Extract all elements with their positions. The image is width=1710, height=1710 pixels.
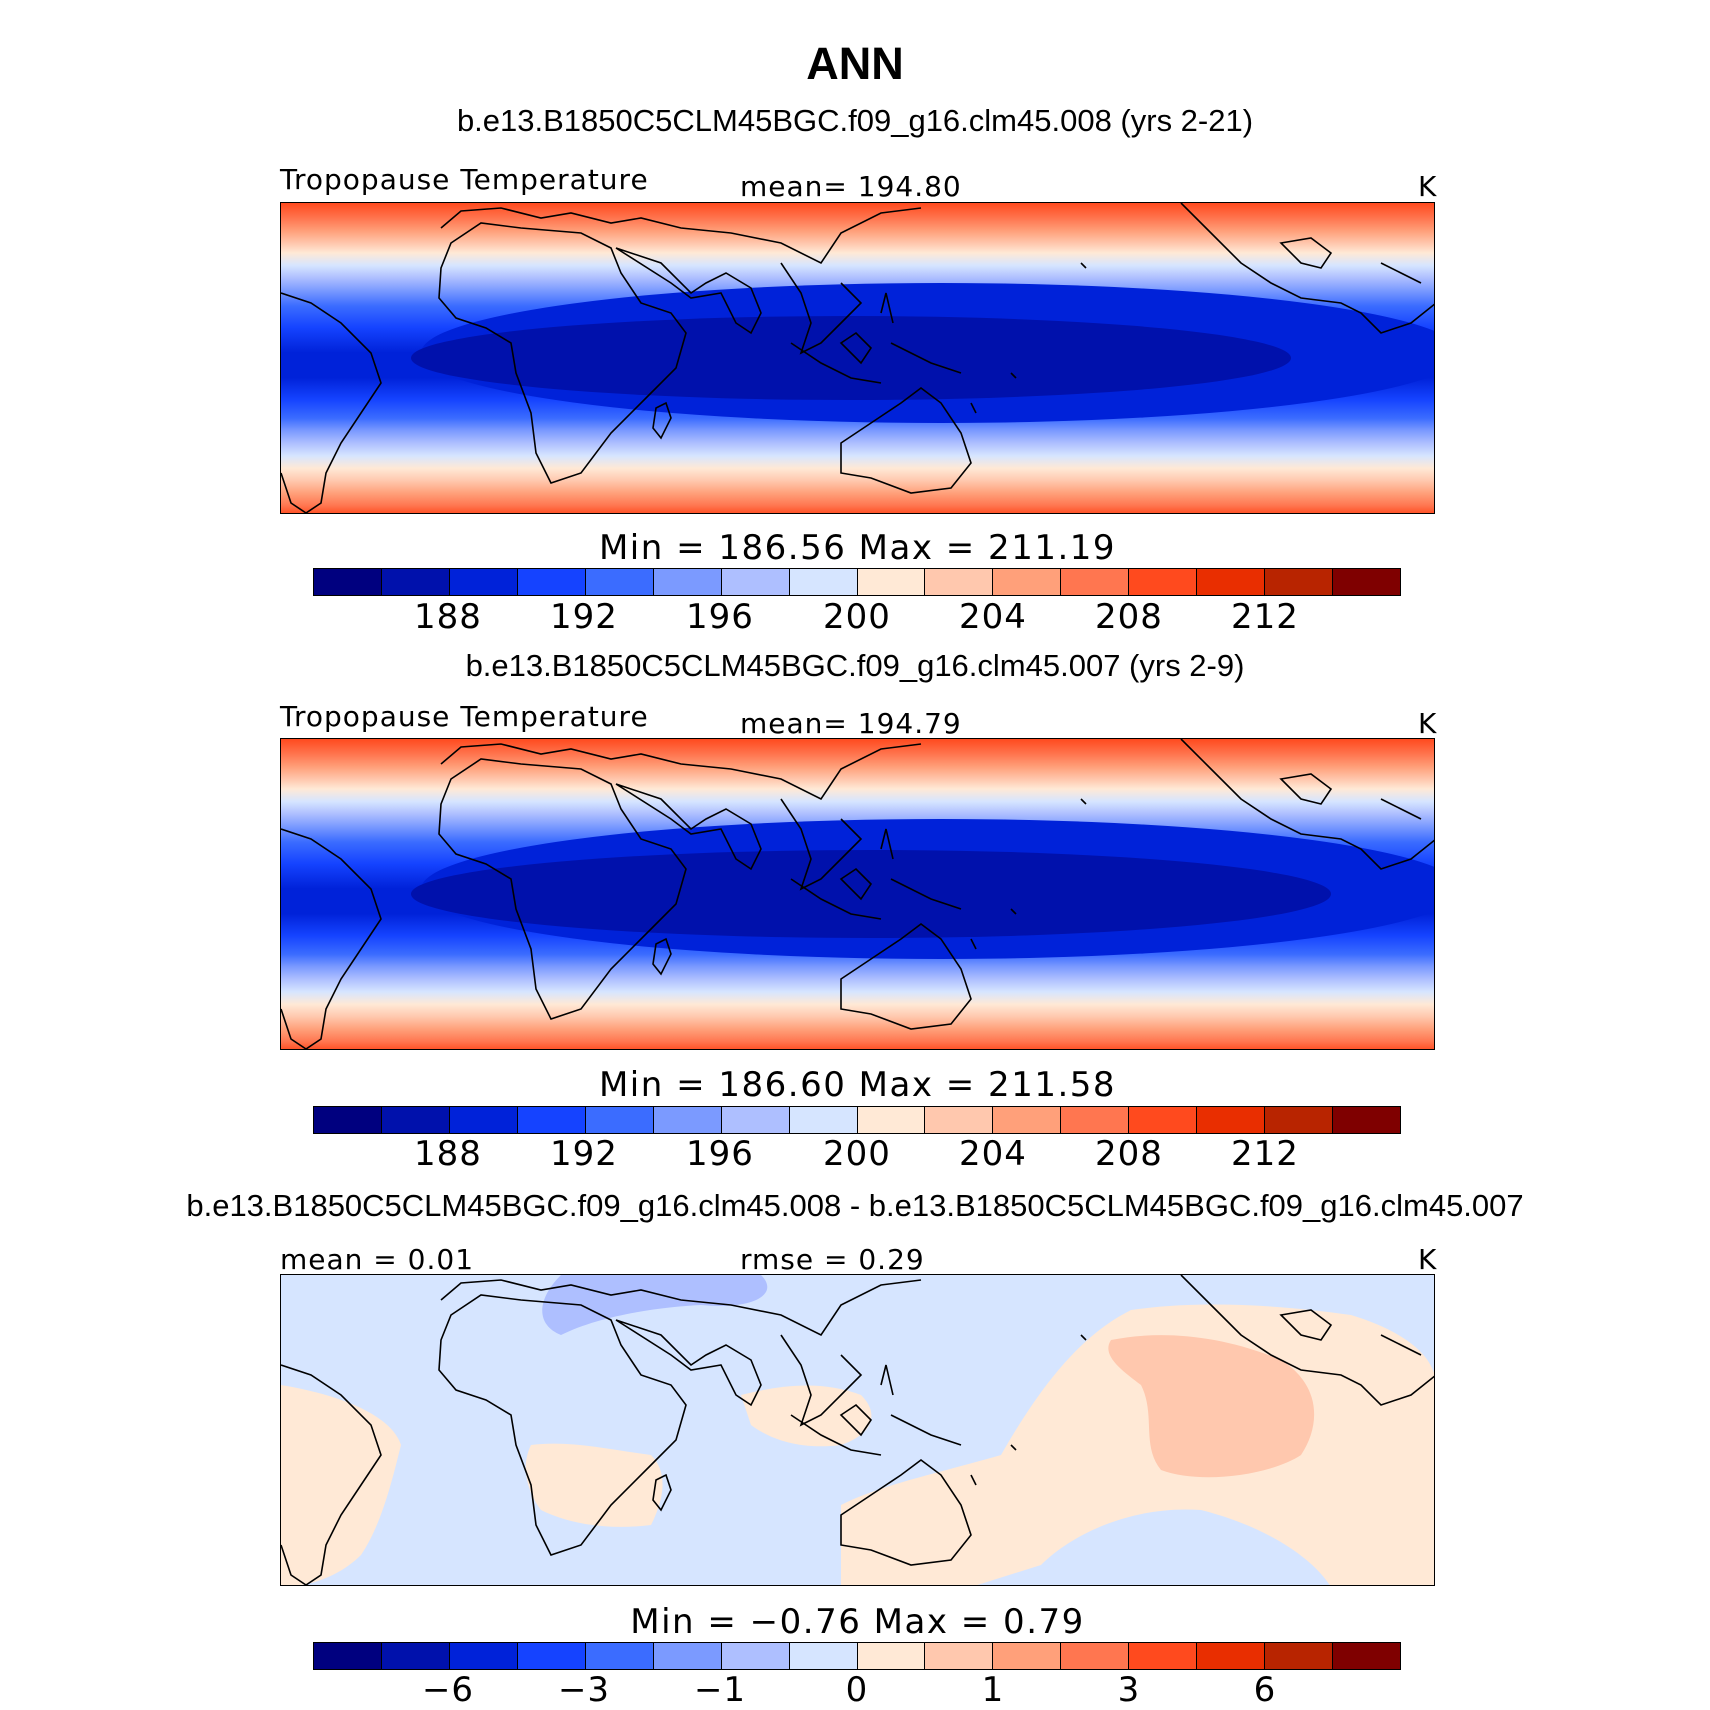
panel-3-min-max: Min = −0.76 Max = 0.79 bbox=[630, 1602, 1085, 1642]
panel-1-map bbox=[280, 202, 1435, 514]
panel-1-tick: 208 bbox=[1095, 597, 1163, 637]
panel-1-units: K bbox=[1418, 170, 1438, 203]
panel-2-variable-label: Tropopause Temperature bbox=[280, 700, 649, 733]
panel-1-min-max: Min = 186.56 Max = 211.19 bbox=[598, 528, 1117, 568]
colorbar-swatch bbox=[449, 569, 518, 595]
panel-3-tick: 6 bbox=[1253, 1670, 1277, 1710]
panel-1-mean-label: mean= 194.80 bbox=[740, 170, 962, 203]
panel-2-colorbar bbox=[313, 1106, 1401, 1134]
colorbar-swatch bbox=[1197, 569, 1266, 595]
colorbar-swatch bbox=[1129, 569, 1198, 595]
colorbar-swatch bbox=[993, 569, 1062, 595]
panel-2-tick: 192 bbox=[550, 1134, 618, 1174]
colorbar-swatch bbox=[449, 1107, 518, 1133]
colorbar-swatch bbox=[789, 1107, 858, 1133]
colorbar-swatch bbox=[653, 1643, 722, 1669]
colorbar-swatch bbox=[1129, 1643, 1198, 1669]
colorbar-swatch bbox=[1333, 569, 1400, 595]
colorbar-swatch bbox=[721, 1107, 790, 1133]
panel-3-mean-label: mean = 0.01 bbox=[280, 1243, 475, 1276]
colorbar-swatch bbox=[925, 569, 994, 595]
panel-1-tick: 200 bbox=[823, 597, 891, 637]
colorbar-swatch bbox=[789, 1643, 858, 1669]
colorbar-swatch bbox=[585, 1643, 654, 1669]
colorbar-swatch bbox=[993, 1107, 1062, 1133]
colorbar-swatch bbox=[1333, 1643, 1400, 1669]
colorbar-swatch bbox=[449, 1643, 518, 1669]
colorbar-swatch bbox=[925, 1107, 994, 1133]
colorbar-swatch bbox=[1061, 1107, 1130, 1133]
panel-3-rmse-label: rmse = 0.29 bbox=[740, 1243, 925, 1276]
panel-2-case-title: b.e13.B1850C5CLM45BGC.f09_g16.clm45.007 … bbox=[465, 648, 1245, 683]
colorbar-swatch bbox=[585, 1107, 654, 1133]
colorbar-swatch bbox=[1129, 1107, 1198, 1133]
panel-1-tick: 192 bbox=[550, 597, 618, 637]
panel-1-case-title: b.e13.B1850C5CLM45BGC.f09_g16.clm45.008 … bbox=[456, 103, 1254, 138]
panel-3-tick: 0 bbox=[845, 1670, 869, 1710]
panel-2-tick: 208 bbox=[1095, 1134, 1163, 1174]
figure-title: ANN bbox=[806, 38, 904, 89]
colorbar-swatch bbox=[517, 569, 586, 595]
colorbar-swatch bbox=[789, 569, 858, 595]
colorbar-swatch bbox=[653, 1107, 722, 1133]
panel-3-tick: −6 bbox=[421, 1670, 475, 1710]
panel-2-tick: 188 bbox=[414, 1134, 482, 1174]
panel-3-tick: −3 bbox=[557, 1670, 611, 1710]
colorbar-swatch bbox=[721, 569, 790, 595]
panel-1-tick: 212 bbox=[1231, 597, 1299, 637]
colorbar-swatch bbox=[517, 1107, 586, 1133]
panel-1-tick: 196 bbox=[686, 597, 754, 637]
colorbar-swatch bbox=[1061, 1643, 1130, 1669]
colorbar-swatch bbox=[925, 1643, 994, 1669]
panel-2-units: K bbox=[1418, 707, 1438, 740]
colorbar-swatch bbox=[1265, 1643, 1334, 1669]
colorbar-swatch bbox=[857, 1643, 926, 1669]
colorbar-swatch bbox=[314, 1107, 382, 1133]
colorbar-swatch bbox=[314, 1643, 382, 1669]
panel-1-variable-label: Tropopause Temperature bbox=[280, 163, 649, 196]
panel-2-min-max: Min = 186.60 Max = 211.58 bbox=[598, 1065, 1117, 1105]
colorbar-swatch bbox=[381, 1107, 450, 1133]
colorbar-swatch bbox=[1265, 569, 1334, 595]
panel-3-tick: 1 bbox=[981, 1670, 1005, 1710]
panel-2-tick: 196 bbox=[686, 1134, 754, 1174]
panel-2-tick: 204 bbox=[959, 1134, 1027, 1174]
panel-3-map bbox=[280, 1274, 1435, 1586]
panel-1-colorbar bbox=[313, 568, 1401, 596]
panel-3-case-title: b.e13.B1850C5CLM45BGC.f09_g16.clm45.008 … bbox=[186, 1188, 1524, 1223]
panel-1-tick: 204 bbox=[959, 597, 1027, 637]
panel-2-map bbox=[280, 738, 1435, 1050]
colorbar-swatch bbox=[381, 1643, 450, 1669]
panel-2-mean-label: mean= 194.79 bbox=[740, 707, 962, 740]
colorbar-swatch bbox=[721, 1643, 790, 1669]
panel-2-tick: 200 bbox=[823, 1134, 891, 1174]
colorbar-swatch bbox=[993, 1643, 1062, 1669]
colorbar-swatch bbox=[585, 569, 654, 595]
colorbar-swatch bbox=[857, 1107, 926, 1133]
panel-2-tick: 212 bbox=[1231, 1134, 1299, 1174]
panel-3-tick: −1 bbox=[693, 1670, 747, 1710]
colorbar-swatch bbox=[1061, 569, 1130, 595]
colorbar-swatch bbox=[653, 569, 722, 595]
colorbar-swatch bbox=[1197, 1107, 1266, 1133]
colorbar-swatch bbox=[1333, 1107, 1400, 1133]
colorbar-swatch bbox=[857, 569, 926, 595]
panel-3-colorbar bbox=[313, 1642, 1401, 1670]
panel-3-tick: 3 bbox=[1117, 1670, 1141, 1710]
colorbar-swatch bbox=[314, 569, 382, 595]
colorbar-swatch bbox=[1265, 1107, 1334, 1133]
colorbar-swatch bbox=[517, 1643, 586, 1669]
colorbar-swatch bbox=[1197, 1643, 1266, 1669]
colorbar-swatch bbox=[381, 569, 450, 595]
panel-3-units: K bbox=[1418, 1243, 1438, 1276]
panel-1-tick: 188 bbox=[414, 597, 482, 637]
